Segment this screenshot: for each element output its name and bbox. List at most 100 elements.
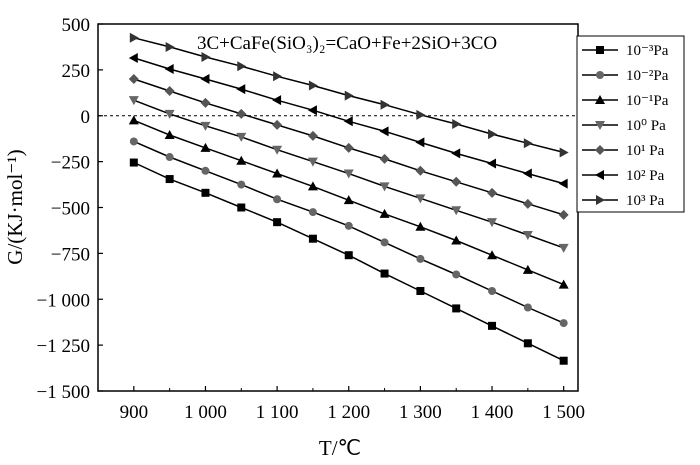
data-point <box>200 142 211 152</box>
data-point <box>343 142 354 153</box>
data-point <box>488 321 497 330</box>
data-point <box>236 108 247 119</box>
x-axis-title: T/℃ <box>319 436 361 460</box>
data-point <box>523 339 532 348</box>
legend-item: 10³ Pa <box>582 193 665 209</box>
data-point <box>129 32 139 43</box>
data-point <box>164 63 174 74</box>
data-point <box>379 208 390 218</box>
data-point <box>559 319 568 328</box>
series-5 <box>128 74 569 220</box>
data-point <box>273 195 282 204</box>
data-point <box>344 90 354 101</box>
data-point <box>415 137 425 148</box>
data-point <box>452 119 462 130</box>
data-point <box>272 145 283 155</box>
data-point <box>487 187 498 198</box>
legend-marker <box>595 121 605 130</box>
data-point <box>451 235 462 245</box>
legend-item: 10⁻³Pa <box>582 43 669 59</box>
data-point <box>164 130 175 140</box>
legend-item: 10⁻²Pa <box>582 68 669 84</box>
data-point <box>308 208 317 217</box>
data-point <box>559 147 569 158</box>
data-point <box>451 176 462 187</box>
data-point <box>128 74 139 85</box>
data-point <box>272 95 282 106</box>
data-point <box>343 195 354 205</box>
series-layer <box>128 32 569 365</box>
data-point <box>272 168 283 178</box>
legend-marker <box>596 46 604 54</box>
x-tick-label: 900 <box>120 402 149 423</box>
x-axis-ticks: 900 1 000 1 100 1 200 1 300 1 400 1 500 <box>120 386 585 423</box>
data-point <box>558 243 569 253</box>
data-point <box>237 180 246 189</box>
y-tick-label: −500 <box>51 199 90 220</box>
data-point <box>129 158 138 167</box>
legend-label: 10⁻²Pa <box>626 68 669 84</box>
data-point <box>200 74 210 85</box>
data-point <box>451 148 461 159</box>
data-point <box>272 119 283 130</box>
series-1 <box>129 158 568 365</box>
series-3 <box>128 115 569 289</box>
data-point <box>128 96 139 106</box>
legend-items: 10⁻³Pa 10⁻²Pa 10⁻¹Pa 10⁰ Pa 10¹ Pa 10² Pa 10³ … <box>582 43 669 209</box>
data-point <box>201 166 210 175</box>
data-point <box>415 194 426 204</box>
data-point <box>201 188 210 197</box>
legend-marker <box>595 95 605 104</box>
series-7 <box>129 32 569 158</box>
data-point <box>523 303 532 312</box>
data-point <box>522 168 532 179</box>
data-point <box>415 165 426 176</box>
data-point <box>307 157 318 167</box>
data-point <box>273 218 282 227</box>
data-point <box>452 304 461 313</box>
equation-annotation: 3C+CaFe(SiO₃)₂=CaO+Fe+2SiO+3CO <box>197 33 497 54</box>
x-tick-label: 1 200 <box>327 402 370 423</box>
legend-item: 10² Pa <box>582 168 665 184</box>
data-point <box>236 155 247 165</box>
series-line <box>133 140 564 324</box>
y-axis-ticks: 500 250 0 −250 −500 −750 −1 000 −1 250 −1 500 <box>37 15 103 403</box>
data-point <box>379 126 389 137</box>
data-point <box>164 85 175 96</box>
data-point <box>165 41 175 52</box>
legend-marker <box>595 170 604 180</box>
data-point <box>237 61 247 72</box>
data-point <box>128 52 138 63</box>
data-point <box>344 221 353 230</box>
data-point <box>558 279 569 289</box>
data-point <box>380 99 390 110</box>
x-tick-label: 1 500 <box>542 402 585 423</box>
data-point <box>379 182 390 192</box>
data-point <box>487 250 498 260</box>
data-point <box>451 206 462 216</box>
legend-item: 10¹ Pa <box>582 143 665 159</box>
legend-label: 10¹ Pa <box>626 143 665 159</box>
data-point <box>559 356 568 365</box>
data-point <box>523 138 533 149</box>
data-point <box>522 231 533 241</box>
data-point <box>273 71 283 82</box>
x-tick-label: 1 100 <box>256 402 299 423</box>
data-point <box>487 218 498 228</box>
data-point <box>415 221 426 231</box>
data-point <box>558 209 569 220</box>
y-tick-label: 250 <box>62 61 91 82</box>
legend-item: 10⁰ Pa <box>582 118 666 134</box>
x-tick-label: 1 300 <box>399 402 442 423</box>
data-point <box>237 203 246 212</box>
data-point <box>236 84 246 95</box>
y-tick-label: −750 <box>51 244 90 265</box>
y-tick-label: −1 500 <box>37 382 90 403</box>
data-point <box>308 234 317 243</box>
legend-label: 10² Pa <box>626 168 665 184</box>
legend-marker <box>596 195 605 205</box>
legend-label: 10⁻³Pa <box>626 43 669 59</box>
legend-marker <box>596 71 604 79</box>
data-point <box>201 52 211 63</box>
